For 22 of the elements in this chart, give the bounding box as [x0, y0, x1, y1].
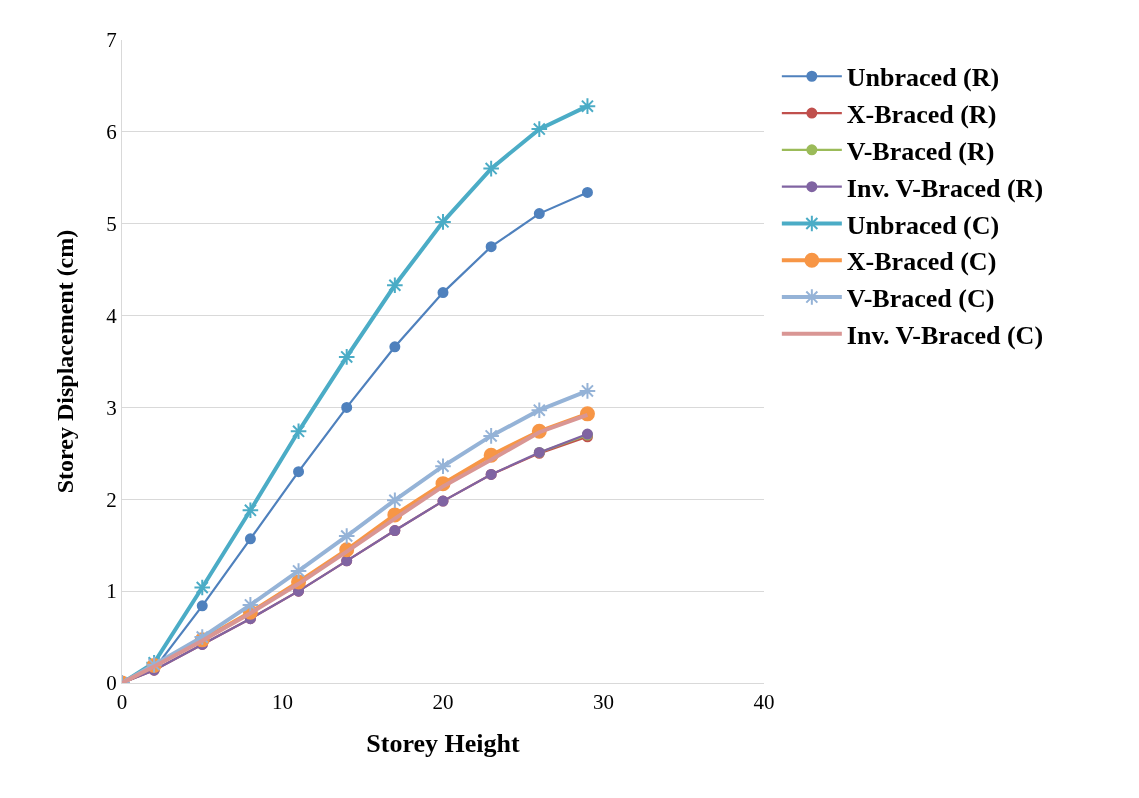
y-tick-label: 2 [106, 487, 117, 512]
legend-label: X-Braced (C) [846, 247, 997, 277]
x-tick-label: 40 [753, 690, 775, 715]
legend-label: Unbraced (R) [846, 63, 1000, 93]
legend-label: V-Braced (C) [846, 284, 995, 314]
legend-label: Unbraced (C) [846, 210, 1000, 240]
y-tick-label: 0 [106, 671, 117, 696]
legend-label: Inv. V-Braced (R) [846, 173, 1044, 203]
y-tick-label: 6 [106, 120, 117, 145]
legend-label: X-Braced (R) [846, 100, 997, 130]
x-tick-label: 20 [432, 690, 454, 715]
x-tick-label: 10 [272, 690, 293, 715]
y-axis-title: Storey Displacement (cm) [52, 229, 79, 494]
y-tick-label: 7 [106, 28, 117, 53]
x-tick-label: 30 [593, 690, 614, 715]
legend-label: Inv. V-Braced (C) [846, 321, 1044, 350]
y-tick-label: 4 [106, 303, 118, 328]
y-tick-label: 3 [106, 395, 117, 420]
x-axis-title: Storey Height [366, 728, 520, 758]
y-tick-label: 5 [106, 212, 117, 237]
y-tick-label: 1 [106, 579, 117, 604]
legend-label: V-Braced (R) [846, 137, 995, 166]
